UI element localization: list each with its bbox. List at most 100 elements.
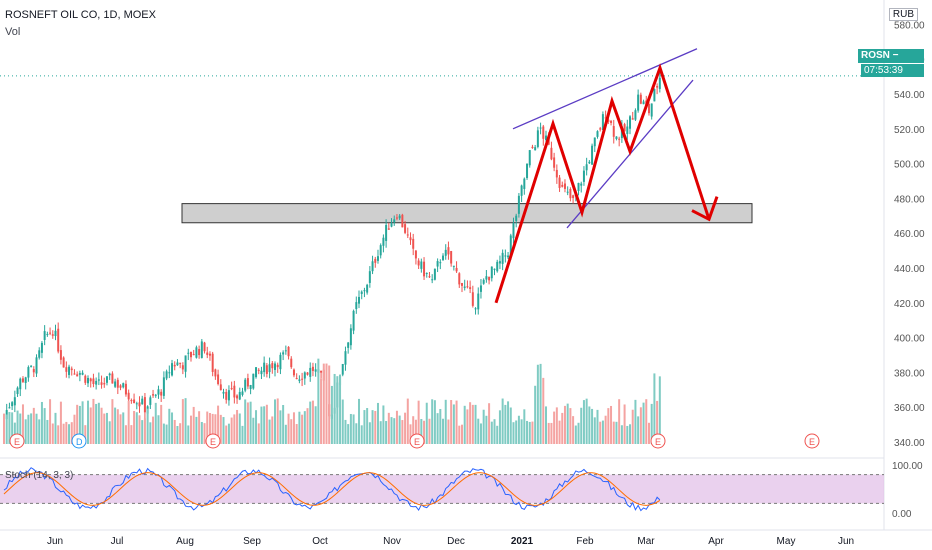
x-tick-label: Apr	[708, 536, 724, 547]
volume-bar	[103, 414, 105, 444]
candle-body	[109, 374, 111, 376]
candle-body	[252, 374, 254, 389]
candle-body	[63, 358, 65, 368]
candle-body	[469, 287, 471, 289]
volume-bar	[252, 418, 254, 444]
volume-bar	[63, 424, 65, 444]
volume-bar	[195, 417, 197, 444]
candle-body	[8, 407, 10, 408]
candle-body	[136, 403, 138, 404]
candle-body	[572, 195, 574, 198]
candle-body	[475, 308, 477, 309]
x-tick-label: 2021	[511, 536, 534, 547]
candle-body	[391, 223, 393, 226]
candle-body	[149, 397, 151, 405]
volume-bar	[285, 425, 287, 444]
candle-body	[578, 183, 580, 191]
volume-bar	[190, 416, 192, 444]
candle-body	[290, 359, 292, 367]
y-tick-label: 400.00	[894, 334, 925, 345]
earnings-marker-label: D	[76, 437, 83, 447]
candle-body	[125, 384, 127, 395]
candle-body	[618, 139, 620, 140]
volume-bar	[396, 411, 398, 444]
y-tick-label: 480.00	[894, 194, 925, 205]
candle-body	[342, 364, 344, 375]
candle-body	[212, 354, 214, 372]
candle-body	[347, 343, 349, 348]
candle-body	[90, 379, 92, 382]
candle-body	[531, 147, 533, 148]
candle-body	[46, 334, 48, 335]
candle-body	[171, 363, 173, 375]
volume-bar	[548, 423, 550, 444]
volume-bar	[586, 399, 588, 444]
volume-bar	[559, 421, 561, 444]
candle-body	[282, 352, 284, 354]
candle-body	[629, 116, 631, 128]
volume-bar	[366, 408, 368, 444]
candle-body	[128, 393, 130, 400]
candle-body	[285, 350, 287, 351]
volume-bar	[263, 406, 265, 444]
volume-bar	[149, 422, 151, 444]
volume-bar	[125, 425, 127, 444]
volume-bar	[193, 407, 195, 444]
candle-body	[350, 328, 352, 345]
candle-body	[117, 380, 119, 388]
candle-body	[569, 189, 571, 198]
volume-bar	[610, 406, 612, 444]
candle-body	[344, 351, 346, 364]
volume-bar	[472, 405, 474, 444]
candle-body	[130, 400, 132, 401]
volume-bar	[198, 411, 200, 444]
volume-bar	[49, 399, 51, 444]
candle-body	[269, 364, 271, 372]
candle-body	[209, 354, 211, 356]
volume-bar	[607, 408, 609, 444]
volume-bar	[575, 426, 577, 444]
volume-bar	[591, 409, 593, 444]
candle-body	[57, 329, 59, 352]
candle-body	[296, 378, 298, 379]
candle-body	[60, 350, 62, 360]
candle-body	[133, 400, 135, 404]
volume-bar	[44, 408, 46, 444]
candle-body	[580, 184, 582, 186]
volume-bar	[545, 406, 547, 444]
currency-badge[interactable]: RUB	[889, 8, 918, 21]
volume-bar	[25, 419, 27, 444]
volume-bar	[580, 408, 582, 444]
volume-bar	[160, 405, 162, 444]
stoch-tick-label: 100.00	[892, 461, 923, 472]
x-tick-label: Oct	[312, 536, 328, 547]
volume-bar	[480, 423, 482, 444]
candle-body	[491, 267, 493, 279]
x-tick-label: Dec	[447, 536, 465, 547]
candle-body	[526, 164, 528, 178]
volume-bar	[640, 407, 642, 444]
bar-countdown: 07:53:39	[861, 64, 924, 77]
volume-bar	[312, 401, 314, 444]
volume-bar	[428, 419, 430, 444]
volume-bar	[529, 422, 531, 444]
candle-body	[393, 219, 395, 222]
candle-body	[626, 127, 628, 134]
candle-body	[27, 367, 29, 378]
volume-bar	[342, 400, 344, 444]
volume-bar	[244, 399, 246, 444]
volume-bar	[510, 407, 512, 444]
candle-body	[19, 379, 21, 389]
volume-bar	[491, 422, 493, 444]
volume-bar	[236, 410, 238, 444]
candle-body	[174, 365, 176, 366]
candle-body	[225, 392, 227, 400]
y-tick-label: 580.00	[894, 20, 925, 31]
candle-body	[201, 341, 203, 358]
volume-bar	[185, 398, 187, 444]
candle-body	[263, 363, 265, 372]
volume-bar	[632, 410, 634, 444]
volume-bar	[320, 378, 322, 444]
